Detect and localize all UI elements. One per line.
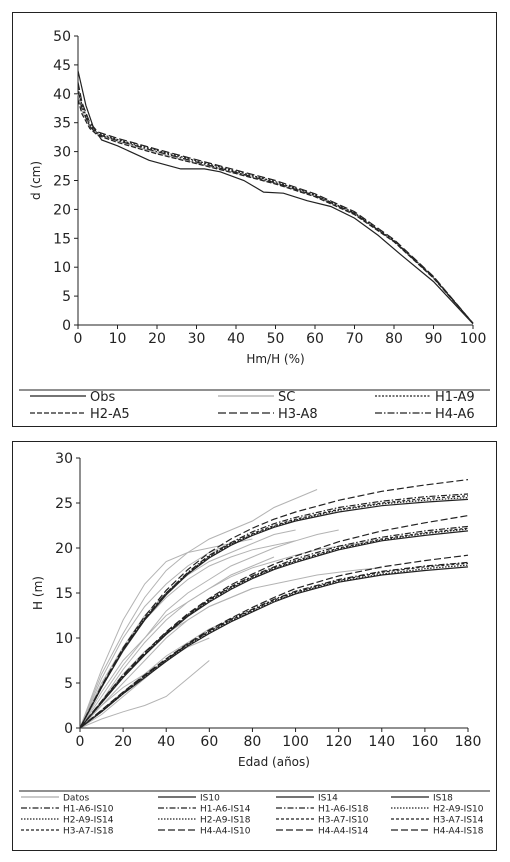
y-tick-label: 15 — [53, 231, 71, 247]
series-line — [79, 527, 469, 729]
legend-label: H1-A6-IS18 — [318, 804, 369, 814]
legend-label: IS10 — [200, 793, 220, 803]
x-tick-label: 20 — [114, 734, 132, 750]
series-line — [77, 87, 474, 324]
series-line — [77, 82, 474, 324]
legend-label: H2-A9-IS10 — [433, 804, 484, 814]
series-line — [79, 566, 469, 729]
y-tick-label: 40 — [53, 87, 71, 103]
y-tick-label: 45 — [53, 58, 71, 74]
series-line — [79, 530, 469, 729]
x-tick-label: 40 — [227, 331, 245, 347]
y-tick-label: 15 — [55, 586, 73, 602]
series-line — [79, 528, 469, 729]
x-tick-label: 90 — [425, 331, 443, 347]
x-axis-label: Edad (años) — [238, 755, 310, 769]
legend-label: H3-A8 — [278, 407, 318, 422]
y-tick-label: 35 — [53, 116, 71, 132]
legend-label: IS18 — [433, 793, 453, 803]
y-tick-label: 25 — [53, 174, 71, 190]
legend-label: IS14 — [318, 793, 338, 803]
y-tick-label: 0 — [62, 318, 71, 334]
series-line — [79, 479, 469, 729]
series-line — [79, 525, 469, 729]
data-trace-line — [79, 529, 296, 729]
x-tick-label: 140 — [368, 734, 395, 750]
y-tick-label: 5 — [62, 289, 71, 305]
x-tick-label: 60 — [200, 734, 218, 750]
x-tick-label: 80 — [385, 331, 403, 347]
y-tick-label: 20 — [53, 202, 71, 218]
data-trace-line — [79, 619, 232, 729]
series-line — [77, 99, 474, 324]
y-axis-label: d (cm) — [29, 161, 43, 200]
data-trace-line — [79, 556, 275, 729]
y-tick-label: 10 — [55, 631, 73, 647]
series-line — [79, 562, 469, 729]
y-tick-label: 30 — [55, 451, 73, 467]
data-trace-line — [79, 543, 361, 729]
legend-label: H4-A4-IS10 — [200, 826, 251, 836]
y-tick-label: 20 — [55, 541, 73, 557]
y-tick-label: 30 — [53, 145, 71, 161]
legend-label: H2-A9-IS14 — [63, 815, 114, 825]
x-tick-label: 100 — [460, 331, 487, 347]
x-tick-label: 0 — [76, 734, 85, 750]
x-tick-label: 100 — [282, 734, 309, 750]
y-tick-label: 50 — [53, 29, 71, 45]
y-tick-label: 5 — [64, 676, 73, 692]
data-trace-line — [79, 529, 339, 729]
series-line — [79, 515, 469, 729]
x-tick-label: 70 — [346, 331, 364, 347]
x-tick-label: 0 — [74, 331, 83, 347]
data-trace-line — [79, 567, 382, 729]
x-tick-label: 60 — [306, 331, 324, 347]
x-axis-label: Hm/H (%) — [246, 352, 304, 366]
x-tick-label: 120 — [325, 734, 352, 750]
legend-label: SC — [278, 390, 295, 405]
legend-label: H4-A4-IS14 — [318, 826, 369, 836]
series-line — [79, 561, 469, 729]
series-line — [79, 495, 469, 729]
legend-label: Datos — [63, 793, 89, 803]
legend-label: H1-A6-IS14 — [200, 804, 251, 814]
y-tick-label: 25 — [55, 496, 73, 512]
taper-profile-chart: 0 5 10 15 20 25 30 35 40 45 50 0 10 20 30 40 50 60 70 80 90 1… — [19, 29, 490, 422]
height-growth-chart-panel: 0 5 10 15 20 25 30 0 20 40 60 80 100 120 140 160 180 Edad… — [12, 441, 497, 851]
height-growth-chart: 0 5 10 15 20 25 30 0 20 40 60 80 100 120 140 160 180 Edad… — [19, 451, 490, 836]
x-tick-label: 20 — [148, 331, 166, 347]
data-trace-line — [79, 543, 232, 729]
taper-profile-chart-panel: 0 5 10 15 20 25 30 35 40 45 50 0 10 20 30 40 50 60 70 80 90 1… — [12, 12, 497, 427]
legend-label: H1-A6-IS10 — [63, 804, 114, 814]
legend-label: H1-A9 — [435, 390, 475, 405]
legend-label: Obs — [90, 390, 115, 405]
x-tick-label: 50 — [267, 331, 285, 347]
legend-label: H3-A7-IS14 — [433, 815, 484, 825]
series-line — [77, 93, 474, 324]
data-trace-line — [79, 489, 318, 729]
y-axis-label: H (m) — [31, 576, 45, 610]
x-tick-label: 180 — [455, 734, 482, 750]
legend-label: H2-A5 — [90, 407, 130, 422]
series-line — [79, 554, 469, 729]
series-line — [77, 90, 474, 324]
x-tick-label: 10 — [109, 331, 127, 347]
series-line — [79, 497, 469, 729]
y-tick-label: 10 — [53, 260, 71, 276]
legend-label: H3-A7-IS10 — [318, 815, 369, 825]
x-tick-label: 80 — [244, 734, 262, 750]
data-trace-line — [79, 660, 210, 729]
legend-label: H4-A6 — [435, 407, 475, 422]
series-line — [77, 70, 474, 325]
legend-label: H2-A9-IS18 — [200, 815, 251, 825]
legend-label: H3-A7-IS18 — [63, 826, 114, 836]
series-line — [79, 493, 469, 729]
legend-label: H4-A4-IS18 — [433, 826, 484, 836]
series-line — [79, 564, 469, 729]
x-tick-label: 160 — [412, 734, 439, 750]
x-tick-label: 40 — [157, 734, 175, 750]
x-tick-label: 30 — [188, 331, 206, 347]
y-tick-label: 0 — [64, 721, 73, 737]
